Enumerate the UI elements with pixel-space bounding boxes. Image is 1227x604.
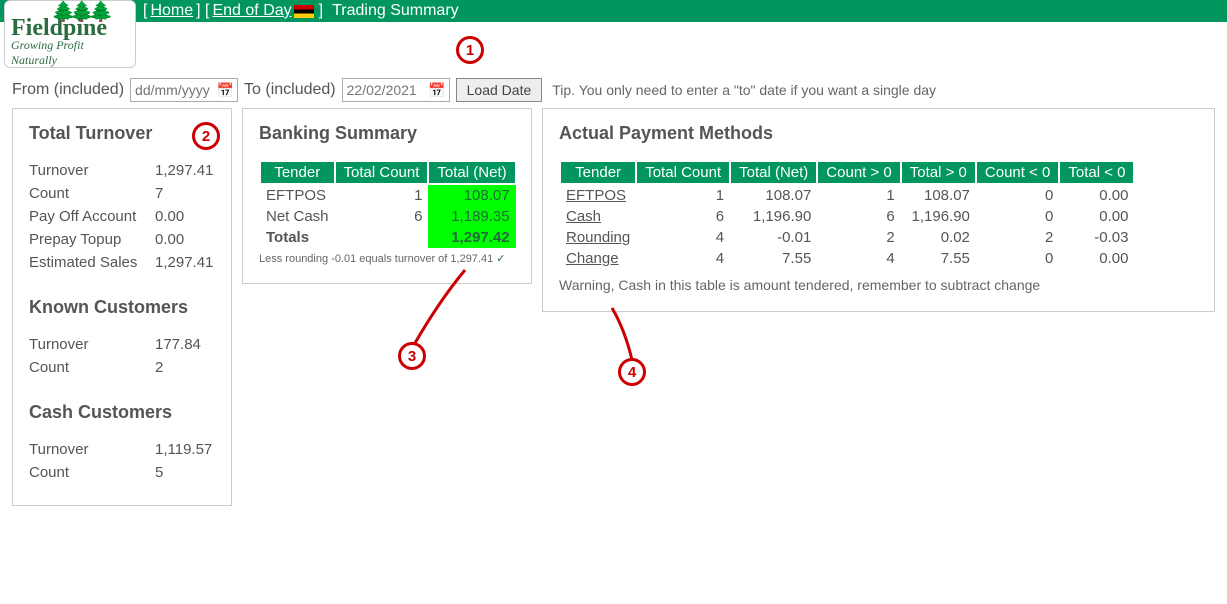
table-row: Cash 6 1,196.90 6 1,196.90 0 0.00 <box>560 206 1134 227</box>
known-customers-title: Known Customers <box>29 297 215 318</box>
from-date-input[interactable] <box>130 78 238 102</box>
to-date-input[interactable] <box>342 78 450 102</box>
banking-table: Tender Total Count Total (Net) EFTPOS 1 … <box>259 162 517 248</box>
from-label: From (included) <box>12 81 124 99</box>
payments-panel: Actual Payment Methods Tender Total Coun… <box>542 108 1215 312</box>
flag-icon <box>294 5 314 18</box>
annotation-1: 1 <box>456 36 484 64</box>
topbar: [ Home ] [ End of Day ] Trading Summary <box>0 0 1227 22</box>
turnover-title: Total Turnover <box>29 123 215 144</box>
logo: 🌲🌲🌲 Fieldpine Growing Profit Naturally <box>4 0 136 68</box>
date-tip: Tip. You only need to enter a "to" date … <box>552 82 936 98</box>
banking-footnote: Less rounding -0.01 equals turnover of 1… <box>259 252 515 265</box>
table-row: Totals 1,297.42 <box>260 227 516 248</box>
load-date-button[interactable]: Load Date <box>456 78 543 102</box>
payments-title: Actual Payment Methods <box>559 123 1198 144</box>
date-controls: From (included) 📅 To (included) 📅 Load D… <box>0 78 1227 102</box>
table-row: Net Cash 6 1,189.35 <box>260 206 516 227</box>
to-label: To (included) <box>244 81 336 99</box>
home-link[interactable]: Home <box>150 2 193 20</box>
turnover-panel: Total Turnover Turnover1,297.41 Count7 P… <box>12 108 232 506</box>
page-title: Trading Summary <box>332 2 459 20</box>
cash-customers-title: Cash Customers <box>29 402 215 423</box>
table-row: EFTPOS 1 108.07 <box>260 184 516 206</box>
table-row: Change 4 7.55 4 7.55 0 0.00 <box>560 248 1134 269</box>
logo-tagline: Growing Profit Naturally <box>11 38 129 68</box>
payments-table: Tender Total Count Total (Net) Count > 0… <box>559 162 1135 269</box>
end-of-day-link[interactable]: End of Day <box>212 2 291 20</box>
check-icon: ✓ <box>496 253 505 265</box>
payments-warning: Warning, Cash in this table is amount te… <box>559 277 1198 293</box>
tree-icon: 🌲🌲🌲 <box>51 0 108 24</box>
banking-panel: Banking Summary Tender Total Count Total… <box>242 108 532 284</box>
banking-title: Banking Summary <box>259 123 515 144</box>
table-row: EFTPOS 1 108.07 1 108.07 0 0.00 <box>560 184 1134 206</box>
table-row: Rounding 4 -0.01 2 0.02 2 -0.03 <box>560 227 1134 248</box>
